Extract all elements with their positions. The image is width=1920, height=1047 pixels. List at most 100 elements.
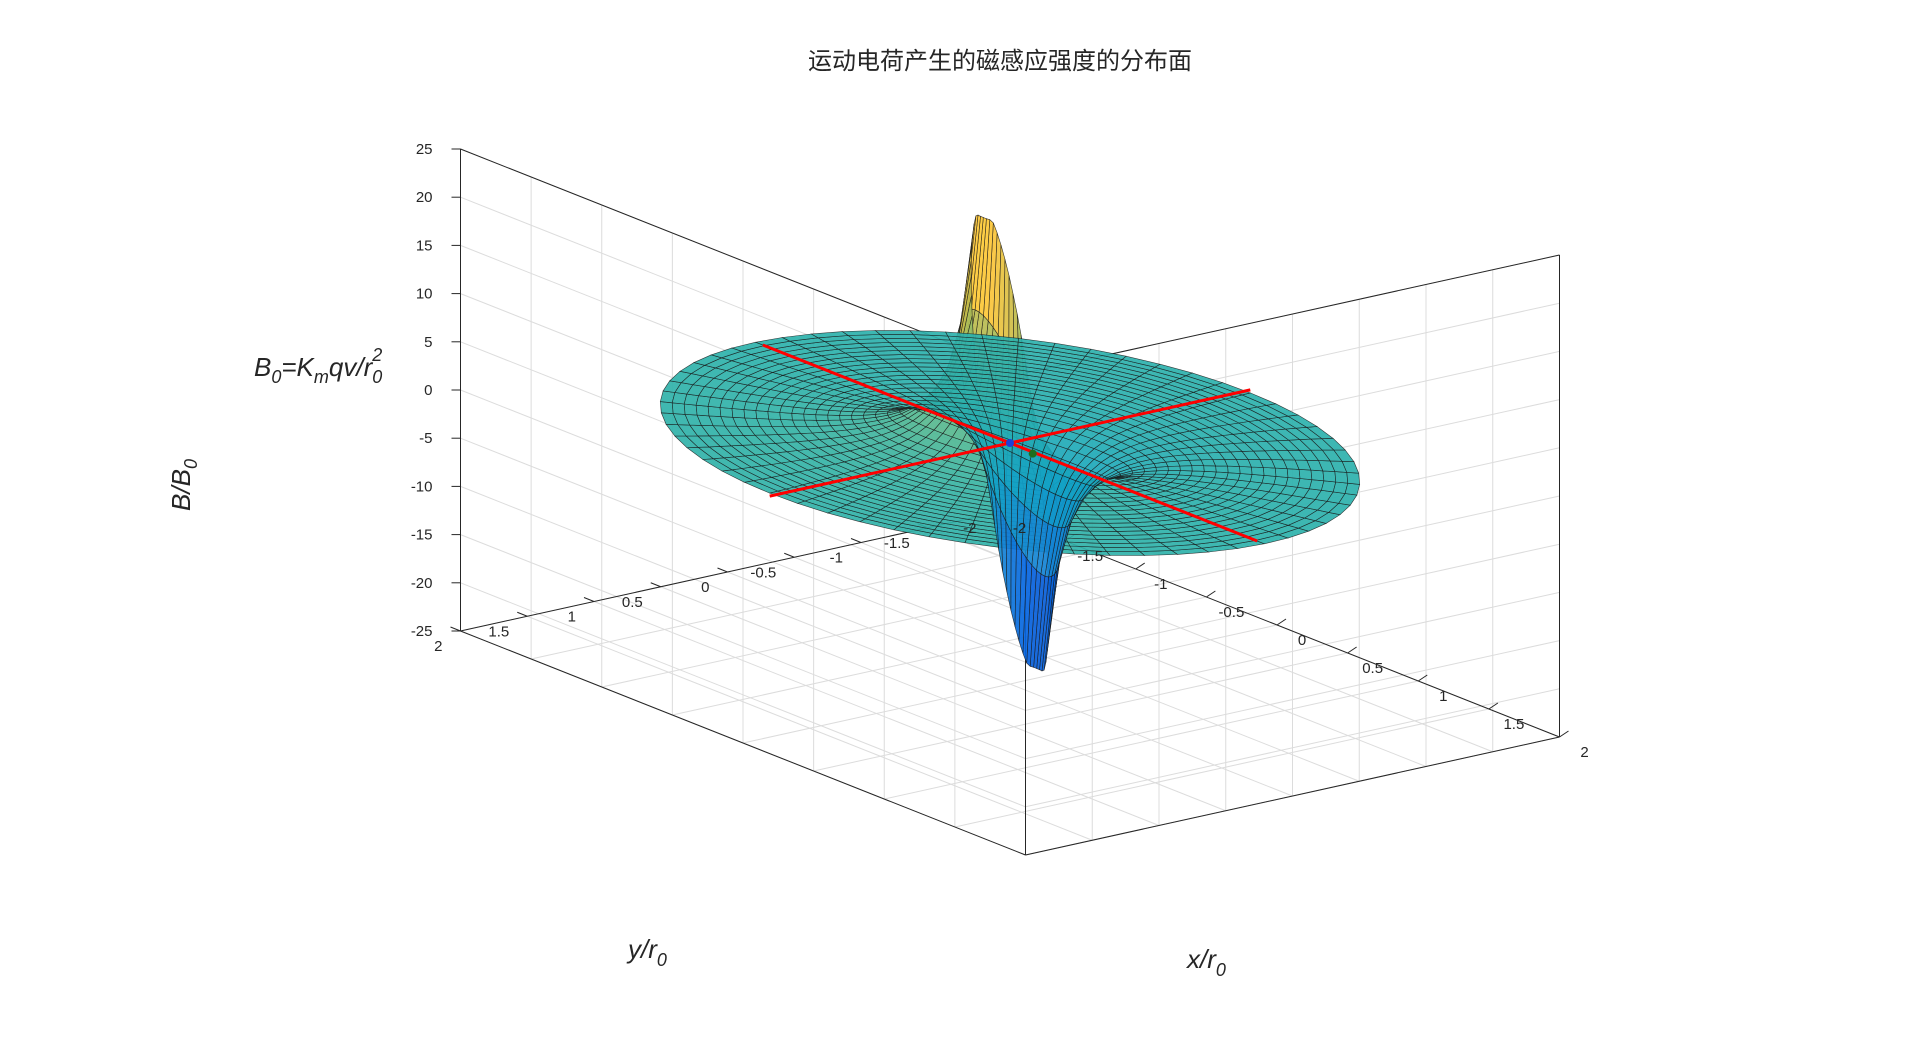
wall-y-grid-z xyxy=(460,582,1026,808)
surface-patch xyxy=(1202,470,1217,479)
y-tick-label: -0.5 xyxy=(750,564,776,581)
y-tick-mark xyxy=(450,626,461,632)
surface-patch xyxy=(1102,546,1141,552)
surface-patch xyxy=(1286,468,1301,479)
x-tick-label: 2 xyxy=(1580,744,1588,761)
surface-patch xyxy=(1190,470,1205,477)
surface-patch xyxy=(707,405,722,417)
x-tick-mark xyxy=(1276,618,1287,626)
y-axis-label: y/r0 xyxy=(626,934,667,970)
surface-patch xyxy=(1237,473,1253,482)
surface-patch xyxy=(1249,474,1265,484)
y-tick-mark xyxy=(717,567,728,573)
x-tick-label: 1.5 xyxy=(1503,716,1524,733)
surface-patch xyxy=(851,411,866,416)
surface-patch xyxy=(1298,469,1313,481)
z-tick-label: 25 xyxy=(416,141,433,158)
x-tick-label: -1.5 xyxy=(1077,548,1103,565)
overlay-lines xyxy=(762,343,1258,543)
z-tick-label: -10 xyxy=(411,478,433,495)
y-tick-label: -2 xyxy=(963,520,976,537)
z-tick-label: -20 xyxy=(411,575,433,592)
surface-patch xyxy=(863,411,878,416)
y-tick-mark xyxy=(650,582,661,588)
z-tick-label: 10 xyxy=(416,286,433,303)
marker-charge xyxy=(1006,439,1014,447)
chart-title: 运动电荷产生的磁感应强度的分布面 xyxy=(808,47,1192,75)
surface-patch xyxy=(1262,467,1277,477)
surface-patch xyxy=(659,401,674,414)
surface-patch xyxy=(671,402,686,415)
surface-patch xyxy=(1095,538,1132,544)
surface-patch xyxy=(1226,472,1241,481)
y-tick-label: 2 xyxy=(434,638,442,655)
marker-velocity-tip xyxy=(1028,449,1037,458)
surface-patch xyxy=(1178,470,1193,477)
surface-patch xyxy=(1214,471,1229,480)
surface-patch xyxy=(743,409,758,419)
x-tick-label: -0.5 xyxy=(1218,604,1244,621)
y-tick-label: -1 xyxy=(830,550,843,567)
z-tick-label: 20 xyxy=(416,189,433,206)
x-tick-mark xyxy=(1559,730,1569,738)
x-tick-label: 0.5 xyxy=(1362,660,1383,677)
y-tick-mark xyxy=(850,538,862,543)
surface-patch xyxy=(1166,470,1181,476)
surface-patch xyxy=(874,330,915,335)
surface-patch xyxy=(1239,466,1253,475)
floor-grid-y xyxy=(527,615,1093,841)
surface-patch xyxy=(1099,542,1137,548)
surface-patch xyxy=(695,404,710,417)
b0-annotation: B0=Kmqv/r02 xyxy=(254,345,382,387)
surface-patch xyxy=(1005,521,1012,611)
surface-patch xyxy=(879,334,918,340)
tick-labels: -25-20-15-10-50510152025-2-1.5-1-0.500.5… xyxy=(411,141,1589,761)
surface-patch xyxy=(883,338,921,344)
y-tick-mark xyxy=(784,552,795,558)
z-tick-label: 0 xyxy=(424,382,432,399)
wall-x-grid-z xyxy=(1025,591,1560,711)
surface-patch xyxy=(779,412,793,421)
y-tick-mark xyxy=(517,611,528,617)
floor-back-right xyxy=(1025,736,1560,856)
surface-patch xyxy=(755,410,769,420)
floor-back-left xyxy=(460,630,1026,856)
x-axis-label: x/r0 xyxy=(1185,944,1226,980)
x-tick-mark xyxy=(1488,702,1499,710)
surface-patch xyxy=(1087,348,1127,360)
y-tick-label: 0 xyxy=(701,579,709,596)
x-tick-label: -2 xyxy=(1013,520,1026,537)
wall-y-grid-z xyxy=(460,485,1026,711)
z-tick-label: 5 xyxy=(424,334,432,351)
surface-patch xyxy=(902,354,935,360)
floor-grid-y xyxy=(593,601,1160,826)
surface-patch xyxy=(839,415,853,421)
floor-grid-y xyxy=(794,556,1360,782)
surface-patch xyxy=(1191,465,1205,472)
surface-patch xyxy=(851,414,865,420)
wall-y-grid-z xyxy=(460,389,1026,615)
surface-patch xyxy=(1346,472,1361,485)
x-tick-label: 1 xyxy=(1439,688,1447,705)
surface-patch xyxy=(1092,534,1127,540)
y-tick-mark xyxy=(583,597,595,602)
surface-patch xyxy=(1344,482,1361,496)
floor-grid-y xyxy=(727,571,1293,797)
surface-patch xyxy=(1274,467,1289,478)
wall-x-grid-z xyxy=(1025,688,1560,808)
surface-patch xyxy=(1261,475,1277,485)
x-tick-mark xyxy=(1206,590,1216,598)
surface-patch xyxy=(893,346,928,352)
y-tick-label: 1 xyxy=(568,609,576,626)
surface-patch xyxy=(1227,465,1241,474)
z-tick-label: -5 xyxy=(419,430,432,447)
surface-patch xyxy=(815,414,829,421)
surface-patch xyxy=(1215,465,1229,474)
z-tick-label: 15 xyxy=(416,237,433,254)
floor-grid-y xyxy=(660,586,1226,812)
surface-patch xyxy=(1251,466,1265,476)
top-edge-right xyxy=(1025,254,1560,374)
surface-patch xyxy=(1105,551,1146,556)
surface-patch xyxy=(683,403,698,416)
surface-patch xyxy=(1334,471,1349,484)
